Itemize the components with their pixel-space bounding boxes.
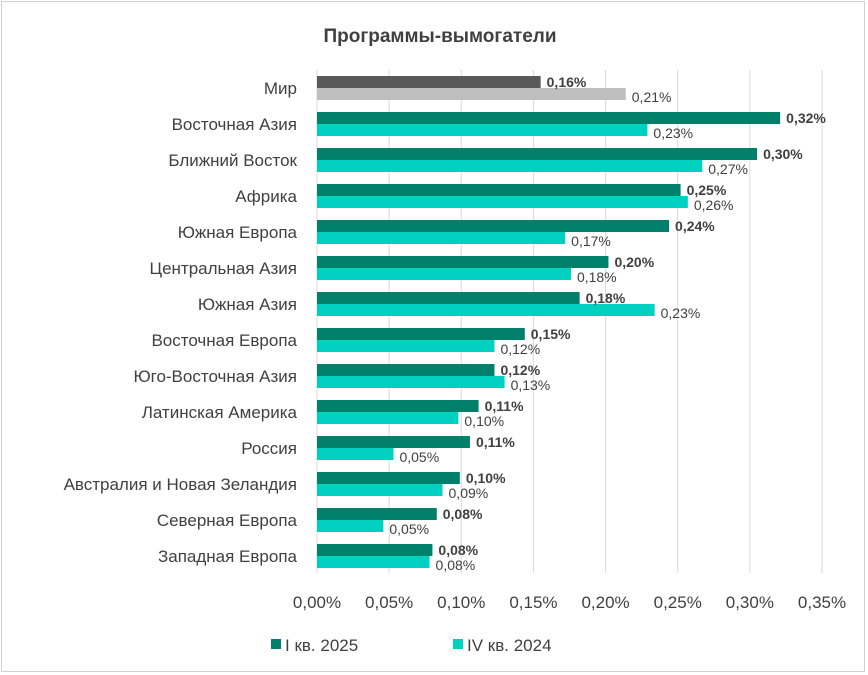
category-label: Россия: [241, 439, 297, 458]
x-tick-label: 0,15%: [509, 593, 557, 612]
chart-title: Программы-вымогатели: [323, 26, 556, 47]
data-label-i-kv-2025: 0,12%: [500, 362, 540, 378]
bar-i-kv-2025: [317, 544, 433, 556]
category-label: Африка: [235, 187, 297, 206]
bar-i-kv-2025: [317, 328, 525, 340]
bar-i-kv-2025: [317, 400, 479, 412]
data-label-i-kv-2025: 0,16%: [547, 74, 587, 90]
bar-iv-kv-2024: [317, 448, 394, 460]
category-label: Южная Европа: [178, 223, 298, 242]
bar-i-kv-2025: [317, 292, 580, 304]
bar-iv-kv-2024: [317, 232, 566, 244]
data-label-iv-kv-2024: 0,21%: [632, 89, 672, 105]
bar-i-kv-2025: [317, 508, 437, 520]
bar-i-kv-2025: [317, 148, 758, 160]
category-label: Западная Европа: [158, 547, 298, 566]
bar-iv-kv-2024: [317, 340, 495, 352]
category-label: Восточная Азия: [172, 115, 297, 134]
data-label-i-kv-2025: 0,32%: [786, 110, 826, 126]
data-label-iv-kv-2024: 0,23%: [653, 125, 693, 141]
data-label-i-kv-2025: 0,18%: [586, 290, 626, 306]
bar-iv-kv-2024: [317, 124, 648, 136]
data-label-iv-kv-2024: 0,23%: [661, 305, 701, 321]
x-tick-label: 0,25%: [654, 593, 702, 612]
bar-i-kv-2025: [317, 112, 781, 124]
bar-iv-kv-2024: [317, 160, 703, 172]
category-label: Северная Европа: [157, 511, 298, 530]
x-tick-label: 0,00%: [293, 593, 341, 612]
category-label: Восточная Европа: [151, 331, 297, 350]
bar-i-kv-2025: [317, 256, 609, 268]
data-label-i-kv-2025: 0,20%: [614, 254, 654, 270]
category-label: Юго-Восточная Азия: [133, 367, 297, 386]
data-label-iv-kv-2024: 0,05%: [399, 449, 439, 465]
data-label-iv-kv-2024: 0,13%: [511, 377, 551, 393]
category-label: Центральная Азия: [150, 259, 298, 278]
bar-i-kv-2025: [317, 184, 681, 196]
legend-label: I кв. 2025: [285, 636, 358, 655]
data-label-iv-kv-2024: 0,10%: [464, 413, 504, 429]
bar-i-kv-2025: [317, 436, 470, 448]
bar-iv-kv-2024: [317, 88, 626, 100]
bar-iv-kv-2024: [317, 412, 459, 424]
data-label-i-kv-2025: 0,15%: [531, 326, 571, 342]
category-label: Южная Азия: [198, 295, 297, 314]
bar-i-kv-2025: [317, 220, 670, 232]
data-label-i-kv-2025: 0,24%: [675, 218, 715, 234]
category-label: Латинская Америка: [142, 403, 298, 422]
data-label-iv-kv-2024: 0,05%: [389, 521, 429, 537]
bar-iv-kv-2024: [317, 484, 443, 496]
bar-i-kv-2025: [317, 76, 541, 88]
x-tick-label: 0,05%: [365, 593, 413, 612]
data-label-iv-kv-2024: 0,18%: [577, 269, 617, 285]
bar-i-kv-2025: [317, 364, 495, 376]
category-label: Мир: [264, 79, 297, 98]
data-label-i-kv-2025: 0,11%: [485, 398, 524, 414]
x-tick-label: 0,20%: [581, 593, 629, 612]
bar-iv-kv-2024: [317, 196, 688, 208]
data-label-i-kv-2025: 0,30%: [763, 146, 803, 162]
x-tick-label: 0,10%: [437, 593, 485, 612]
category-label: Ближний Восток: [168, 151, 297, 170]
bar-i-kv-2025: [317, 472, 460, 484]
data-label-iv-kv-2024: 0,17%: [571, 233, 611, 249]
bar-iv-kv-2024: [317, 268, 571, 280]
data-label-iv-kv-2024: 0,26%: [694, 197, 734, 213]
data-label-i-kv-2025: 0,08%: [443, 506, 483, 522]
category-label: Австралия и Новая Зеландия: [64, 475, 297, 494]
data-label-i-kv-2025: 0,11%: [476, 434, 515, 450]
bar-iv-kv-2024: [317, 520, 384, 532]
data-label-iv-kv-2024: 0,09%: [449, 485, 489, 501]
data-label-i-kv-2025: 0,08%: [438, 542, 478, 558]
x-tick-label: 0,30%: [726, 593, 774, 612]
data-label-i-kv-2025: 0,25%: [687, 182, 727, 198]
x-tick-label: 0,35%: [798, 593, 846, 612]
data-label-i-kv-2025: 0,10%: [466, 470, 506, 486]
data-label-iv-kv-2024: 0,27%: [708, 161, 748, 177]
data-label-iv-kv-2024: 0,12%: [500, 341, 540, 357]
legend-swatch: [271, 639, 281, 649]
bar-iv-kv-2024: [317, 304, 655, 316]
bar-iv-kv-2024: [317, 376, 505, 388]
legend-swatch: [453, 639, 463, 649]
data-label-iv-kv-2024: 0,08%: [436, 557, 476, 573]
bar-iv-kv-2024: [317, 556, 430, 568]
legend-label: IV кв. 2024: [467, 636, 552, 655]
